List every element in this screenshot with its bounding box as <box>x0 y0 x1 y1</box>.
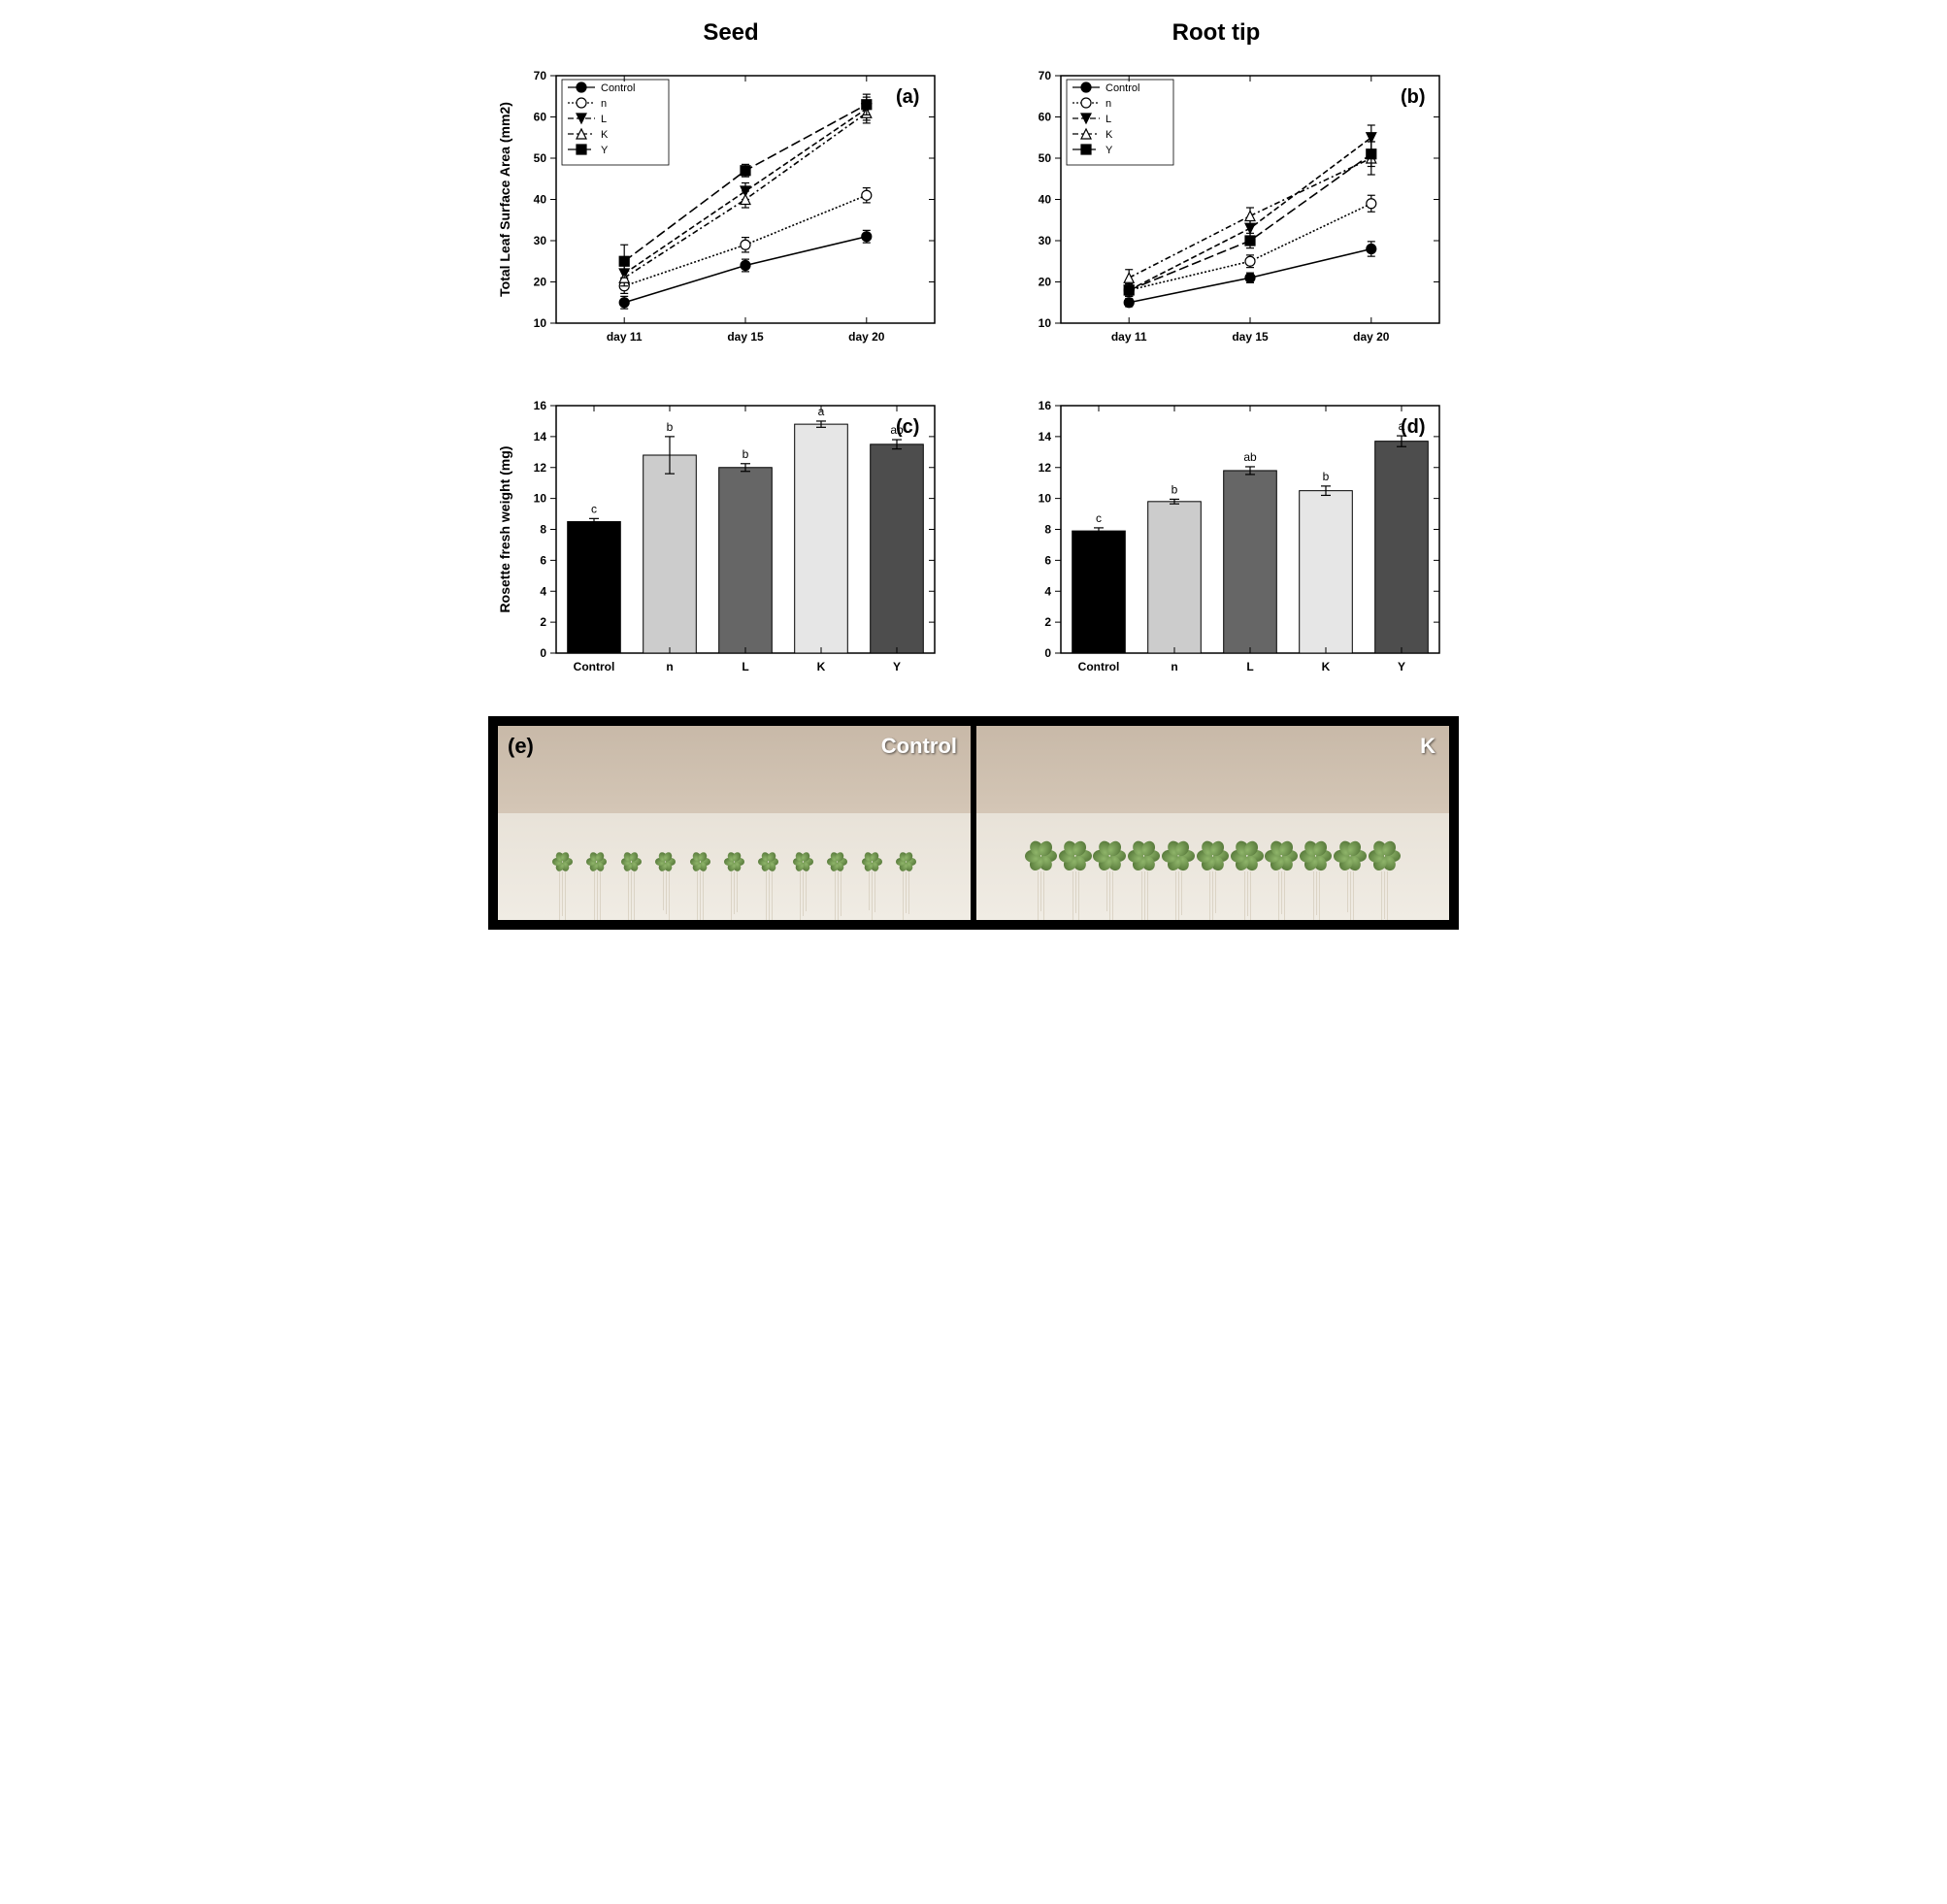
panel-d: 0246810121416cControlbnabLbKaY(d) <box>993 386 1459 697</box>
svg-text:L: L <box>742 660 748 673</box>
svg-text:12: 12 <box>534 461 547 475</box>
svg-text:14: 14 <box>534 430 547 443</box>
figure: Seed Root tip 10203040506070day 11day 15… <box>488 19 1459 930</box>
svg-text:L: L <box>601 114 607 125</box>
svg-text:(b): (b) <box>1401 86 1426 108</box>
svg-text:ab: ab <box>1243 450 1257 464</box>
svg-text:30: 30 <box>534 234 547 247</box>
svg-text:L: L <box>1246 660 1253 673</box>
barchart-row: 0246810121416cControlbnbLaKabYRosette fr… <box>488 386 1459 697</box>
plants-control <box>545 794 924 871</box>
svg-text:14: 14 <box>1039 430 1052 443</box>
svg-text:Y: Y <box>1398 660 1405 673</box>
svg-text:day 11: day 11 <box>1111 330 1147 344</box>
svg-text:Y: Y <box>893 660 901 673</box>
svg-text:b: b <box>667 420 674 434</box>
svg-text:0: 0 <box>540 646 546 660</box>
svg-text:n: n <box>666 660 673 673</box>
svg-text:30: 30 <box>1039 234 1052 247</box>
svg-text:Y: Y <box>601 145 609 156</box>
svg-text:8: 8 <box>1044 523 1051 537</box>
svg-text:Control: Control <box>1106 82 1139 94</box>
svg-text:Control: Control <box>601 82 635 94</box>
col-title-left: Seed <box>498 19 964 47</box>
svg-text:b: b <box>742 447 749 461</box>
column-titles: Seed Root tip <box>488 19 1459 47</box>
svg-text:70: 70 <box>1039 69 1052 82</box>
svg-text:n: n <box>601 98 607 110</box>
svg-text:20: 20 <box>1039 276 1052 289</box>
col-title-right: Root tip <box>983 19 1449 47</box>
svg-text:60: 60 <box>1039 111 1052 124</box>
svg-text:12: 12 <box>1039 461 1052 475</box>
svg-text:(d): (d) <box>1401 416 1426 438</box>
svg-text:K: K <box>601 129 609 141</box>
photo-k: K <box>976 726 1449 920</box>
svg-text:10: 10 <box>534 492 547 506</box>
svg-text:day 11: day 11 <box>607 330 643 344</box>
svg-text:40: 40 <box>1039 193 1052 207</box>
svg-text:K: K <box>1322 660 1331 673</box>
svg-text:2: 2 <box>1044 615 1051 629</box>
svg-text:6: 6 <box>540 553 546 567</box>
svg-text:Control: Control <box>1078 660 1120 673</box>
svg-text:0: 0 <box>1044 646 1051 660</box>
svg-text:c: c <box>591 502 597 515</box>
svg-text:16: 16 <box>1039 399 1052 412</box>
svg-text:Y: Y <box>1106 145 1113 156</box>
panel-e: (e) Control K <box>488 716 1459 930</box>
svg-text:40: 40 <box>534 193 547 207</box>
svg-text:60: 60 <box>534 111 547 124</box>
svg-text:day 20: day 20 <box>848 330 885 344</box>
svg-text:(c): (c) <box>896 416 919 438</box>
photo-title-control: Control <box>881 734 957 759</box>
panel-a: 10 20 30 40 50 60 70 day 11 day 15 day 20 Total Le… <box>488 56 954 367</box>
photo-title-k: K <box>1420 734 1436 759</box>
svg-text:K: K <box>1106 129 1113 141</box>
photo-control: (e) Control <box>498 726 971 920</box>
svg-text:day 15: day 15 <box>727 330 764 344</box>
svg-text:50: 50 <box>534 151 547 165</box>
svg-text:c: c <box>1096 511 1102 525</box>
panel-c: 0246810121416cControlbnbLaKabYRosette fr… <box>488 386 954 697</box>
plants-k <box>1024 794 1402 871</box>
svg-text:(a): (a) <box>896 86 919 108</box>
svg-text:Rosette fresh weight (mg): Rosette fresh weight (mg) <box>497 446 512 613</box>
svg-text:8: 8 <box>540 523 546 537</box>
svg-text:4: 4 <box>1044 584 1051 598</box>
svg-text:L: L <box>1106 114 1111 125</box>
svg-text:K: K <box>817 660 826 673</box>
svg-text:10: 10 <box>1039 316 1052 330</box>
svg-text:n: n <box>1171 660 1177 673</box>
svg-text:b: b <box>1172 482 1178 496</box>
svg-text:day 15: day 15 <box>1232 330 1269 344</box>
panel-label-e: (e) <box>508 734 534 759</box>
svg-text:10: 10 <box>1039 492 1052 506</box>
panel-b: 10 20 30 40 50 60 70 day 11 day 15 day 20 Control n… <box>993 56 1459 367</box>
svg-text:4: 4 <box>540 584 546 598</box>
svg-text:50: 50 <box>1039 151 1052 165</box>
svg-text:16: 16 <box>534 399 547 412</box>
svg-text:10: 10 <box>534 316 547 330</box>
svg-text:70: 70 <box>534 69 547 82</box>
linechart-row: 10 20 30 40 50 60 70 day 11 day 15 day 20 Total Le… <box>488 56 1459 367</box>
svg-text:20: 20 <box>534 276 547 289</box>
svg-text:b: b <box>1323 470 1330 483</box>
svg-text:Control: Control <box>574 660 615 673</box>
svg-text:2: 2 <box>540 615 546 629</box>
svg-text:day 20: day 20 <box>1353 330 1390 344</box>
svg-text:6: 6 <box>1044 553 1051 567</box>
svg-text:Total Leaf Surface Area (mm2): Total Leaf Surface Area (mm2) <box>497 102 512 297</box>
svg-text:n: n <box>1106 98 1111 110</box>
